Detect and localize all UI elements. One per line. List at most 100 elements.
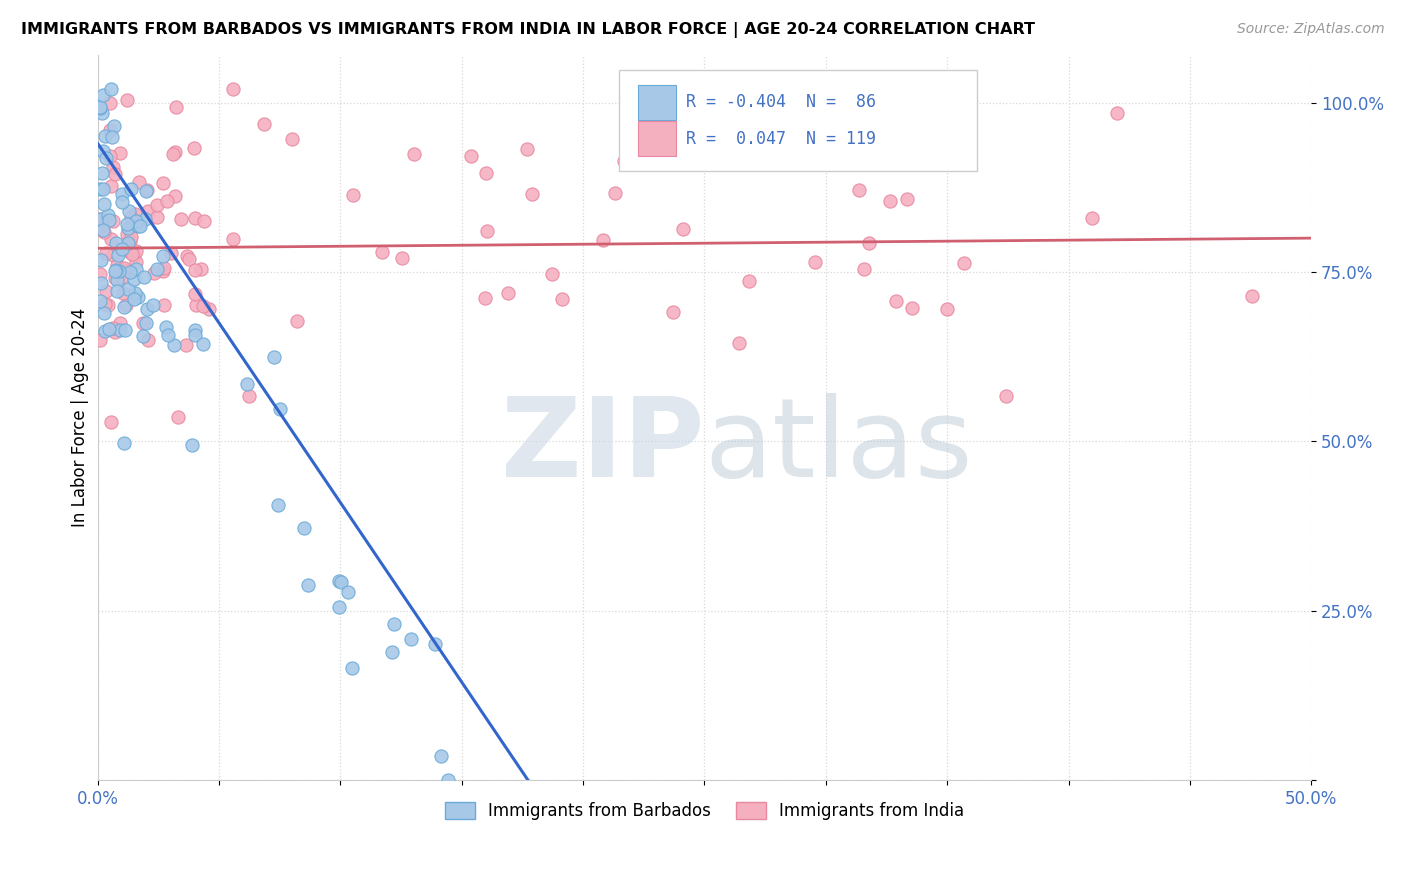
Point [437, 773, 460, 788]
Point [90, 252, 112, 267]
Point [89, 293, 111, 308]
Point [879, 194, 901, 208]
Point [97, 208, 120, 222]
Point [1240, 288, 1263, 302]
Point [134, 212, 156, 227]
Point [103, 214, 125, 228]
Point [111, 194, 134, 209]
Point [953, 255, 976, 269]
Point [97, 298, 120, 312]
Point [423, 637, 446, 651]
Point [94, 245, 117, 260]
Point [91, 223, 114, 237]
Text: R = -0.404  N =  86: R = -0.404 N = 86 [686, 94, 876, 112]
Point [183, 262, 205, 277]
Point [115, 227, 138, 241]
Point [100, 232, 122, 246]
Point [121, 246, 143, 260]
Point [152, 177, 174, 191]
Point [198, 302, 221, 317]
Point [884, 294, 907, 309]
Point [89, 268, 111, 282]
Point [104, 271, 127, 285]
Point [330, 574, 353, 589]
Point [104, 264, 127, 278]
Point [129, 219, 152, 233]
Point [896, 192, 918, 206]
Point [804, 255, 827, 269]
Point [475, 166, 498, 180]
Point [103, 321, 125, 335]
Point [222, 231, 245, 245]
Point [672, 221, 695, 235]
Point [1081, 211, 1104, 225]
Point [127, 219, 149, 233]
FancyBboxPatch shape [638, 120, 676, 156]
Point [863, 156, 886, 170]
Point [118, 245, 141, 260]
Point [135, 183, 157, 197]
Point [89, 182, 111, 196]
Point [90, 212, 112, 227]
Point [94, 296, 117, 310]
Point [222, 82, 245, 96]
Point [93, 225, 115, 239]
Point [186, 298, 208, 312]
Point [108, 264, 131, 278]
Text: atlas: atlas [704, 393, 973, 500]
Point [520, 187, 543, 202]
Point [238, 389, 260, 403]
Point [163, 338, 186, 352]
Point [935, 302, 957, 317]
Point [91, 87, 114, 102]
Point [184, 211, 207, 225]
Point [153, 260, 176, 275]
Point [98, 149, 121, 163]
Point [737, 274, 759, 288]
Point [863, 143, 886, 157]
Point [110, 269, 132, 284]
Point [342, 188, 364, 202]
Point [120, 230, 142, 244]
Point [146, 262, 169, 277]
Point [124, 261, 146, 276]
Point [91, 105, 114, 120]
Point [117, 221, 139, 235]
Point [118, 235, 141, 249]
Point [181, 438, 204, 452]
Point [592, 233, 614, 247]
Point [91, 165, 114, 179]
Point [100, 179, 122, 194]
Point [122, 248, 145, 262]
Point [728, 146, 751, 161]
Point [114, 263, 136, 277]
Point [152, 264, 174, 278]
Point [190, 261, 212, 276]
Point [496, 285, 519, 300]
Point [901, 301, 924, 315]
Point [100, 129, 122, 144]
Point [287, 314, 309, 328]
Point [381, 645, 404, 659]
Point [108, 316, 131, 330]
Point [328, 599, 350, 614]
Point [101, 161, 124, 175]
Point [115, 93, 138, 107]
Y-axis label: In Labor Force | Age 20-24: In Labor Force | Age 20-24 [72, 308, 89, 527]
Point [96, 285, 118, 299]
Point [97, 322, 120, 336]
Point [100, 415, 122, 429]
Point [105, 258, 128, 272]
Point [94, 129, 117, 144]
Point [370, 244, 392, 259]
Point [156, 194, 179, 208]
Point [551, 292, 574, 306]
Point [727, 336, 749, 351]
Point [852, 261, 875, 276]
Point [183, 141, 205, 155]
Point [118, 203, 141, 218]
Point [297, 578, 319, 592]
Point [391, 251, 413, 265]
Point [121, 182, 143, 196]
Point [134, 269, 156, 284]
